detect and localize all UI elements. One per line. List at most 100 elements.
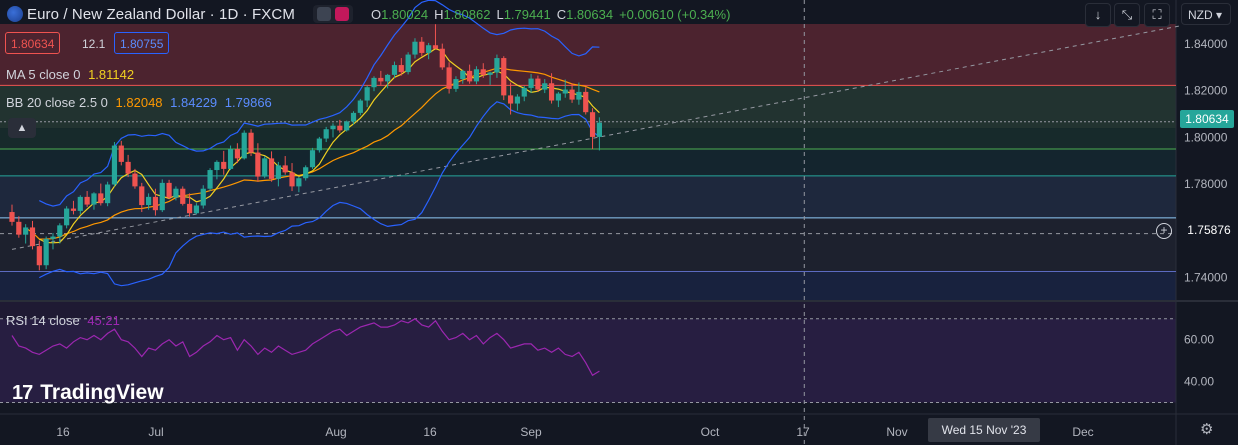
candle-body (214, 161, 220, 171)
candle-body (439, 48, 445, 68)
price-tick-label: 1.84000 (1184, 37, 1228, 51)
candle-body (166, 182, 172, 198)
candle-body (357, 100, 363, 113)
ohlc-value: 1.80862 (443, 6, 491, 22)
tradingview-brand[interactable]: 17 TradingView (12, 381, 164, 405)
candle-body (139, 186, 145, 206)
currency-selector[interactable]: NZD ▾ (1181, 3, 1231, 25)
rsi-legend[interactable]: RSI 14 close 45.21 (6, 313, 120, 328)
ma-legend-name: MA 5 close 0 (6, 67, 81, 82)
chart-header: Euro / New Zealand Dollar · 1D · FXCM O1… (0, 0, 736, 28)
symbol-title[interactable]: Euro / New Zealand Dollar · 1D · FXCM (27, 5, 295, 23)
candle-body (275, 165, 281, 179)
candle-body (494, 58, 500, 73)
ohlc-value: 1.80024 (381, 6, 429, 22)
time-tick-label: Oct (701, 425, 720, 439)
price-zone (0, 24, 1176, 86)
candle-body (125, 161, 131, 174)
candle-body (43, 238, 49, 266)
candle-body (528, 78, 534, 88)
candle-body (159, 182, 165, 211)
candle-body (57, 225, 63, 237)
last-price-tag: 1.80634 (1180, 110, 1234, 128)
candle-body (234, 149, 240, 159)
gear-icon[interactable]: ⚙ (1200, 421, 1214, 438)
bb-legend[interactable]: BB 20 close 2.5 0 1.82048 1.84229 1.7986… (6, 95, 272, 110)
bb-lower-line (39, 101, 600, 287)
candle-body (221, 161, 227, 169)
price-tick-label: 1.82000 (1184, 84, 1228, 98)
rsi-top-bg (0, 302, 1176, 319)
bb-upper-line (39, 0, 600, 207)
candle-body (255, 152, 261, 177)
time-tick-label: Dec (1072, 425, 1093, 439)
rsi-value: 45.21 (87, 313, 120, 328)
trend-line (11, 25, 1181, 250)
price-zone (0, 271, 1176, 300)
ohlc-value: 1.80634 (566, 6, 614, 22)
add-alert-icon[interactable]: + (1156, 223, 1172, 239)
bb-basis-value: 1.82048 (115, 95, 163, 110)
candle-body (16, 221, 22, 235)
rsi-band (0, 318, 1176, 403)
candle-body (180, 188, 186, 204)
candle-body (405, 54, 411, 73)
candle-body (583, 91, 589, 113)
ohlc-key: O (370, 6, 382, 22)
candle-body (562, 89, 568, 94)
candle-body (29, 227, 36, 247)
candle-body (412, 41, 418, 55)
price-zone (0, 149, 1176, 176)
candle-body (296, 178, 302, 187)
candle-body (200, 188, 206, 206)
fullscreen-icon[interactable]: ⛶ (1144, 3, 1170, 27)
candle-body (460, 70, 466, 80)
ohlc-value: +0.00610 (+0.34%) (619, 6, 731, 22)
crosshair-price-tag: 1.75876 (1180, 221, 1238, 239)
candle-body (391, 65, 398, 75)
sell-button[interactable]: 1.80634 (5, 32, 61, 54)
rsi-tick-label: 60.00 (1184, 333, 1214, 347)
candle-body (364, 87, 370, 101)
candle-body (507, 95, 514, 104)
time-tick-label: 16 (423, 425, 437, 439)
candle-body (105, 184, 111, 204)
download-icon[interactable]: ↓ (1085, 3, 1111, 27)
price-tick-label: 1.74000 (1184, 270, 1228, 284)
candle-body (248, 132, 254, 153)
collapse-legend-button[interactable]: ▲ (8, 118, 36, 138)
candle-body (378, 77, 384, 82)
candle-body (446, 67, 452, 89)
time-tick-label: Nov (886, 425, 907, 439)
tradingview-name: TradingView (40, 381, 164, 404)
candle-body (385, 74, 391, 82)
buy-button[interactable]: 1.80755 (114, 32, 170, 54)
market-status-icons[interactable] (312, 5, 353, 23)
currency-label: NZD (1188, 8, 1213, 22)
candle-body (227, 149, 234, 169)
eurnzd-flag-icon (7, 6, 23, 22)
candle-body (23, 227, 29, 235)
compress-icon[interactable]: ⤡ (1114, 3, 1140, 27)
price-zone (0, 128, 1176, 150)
candle-body (186, 203, 193, 214)
candle-body (548, 83, 555, 101)
candle-body (555, 93, 561, 101)
price-tick-label: 1.80000 (1184, 130, 1228, 144)
candle-body (111, 145, 118, 185)
candle-body (77, 196, 83, 211)
time-tick-label: 17 (796, 425, 810, 439)
market-closed-icon (316, 7, 331, 21)
candle-body (521, 87, 527, 97)
candle-body (371, 77, 377, 88)
candle-body (268, 158, 275, 179)
candle-body (473, 69, 480, 82)
time-tick-label: Jul (148, 425, 163, 439)
time-tick-label: 16 (56, 425, 70, 439)
candle-body (426, 45, 432, 53)
price-tick-label: 1.78000 (1184, 177, 1228, 191)
ma-legend[interactable]: MA 5 close 0 1.81142 (6, 67, 134, 82)
candle-body (84, 196, 90, 205)
crosshair-date-tag: Wed 15 Nov '23 (928, 418, 1040, 442)
